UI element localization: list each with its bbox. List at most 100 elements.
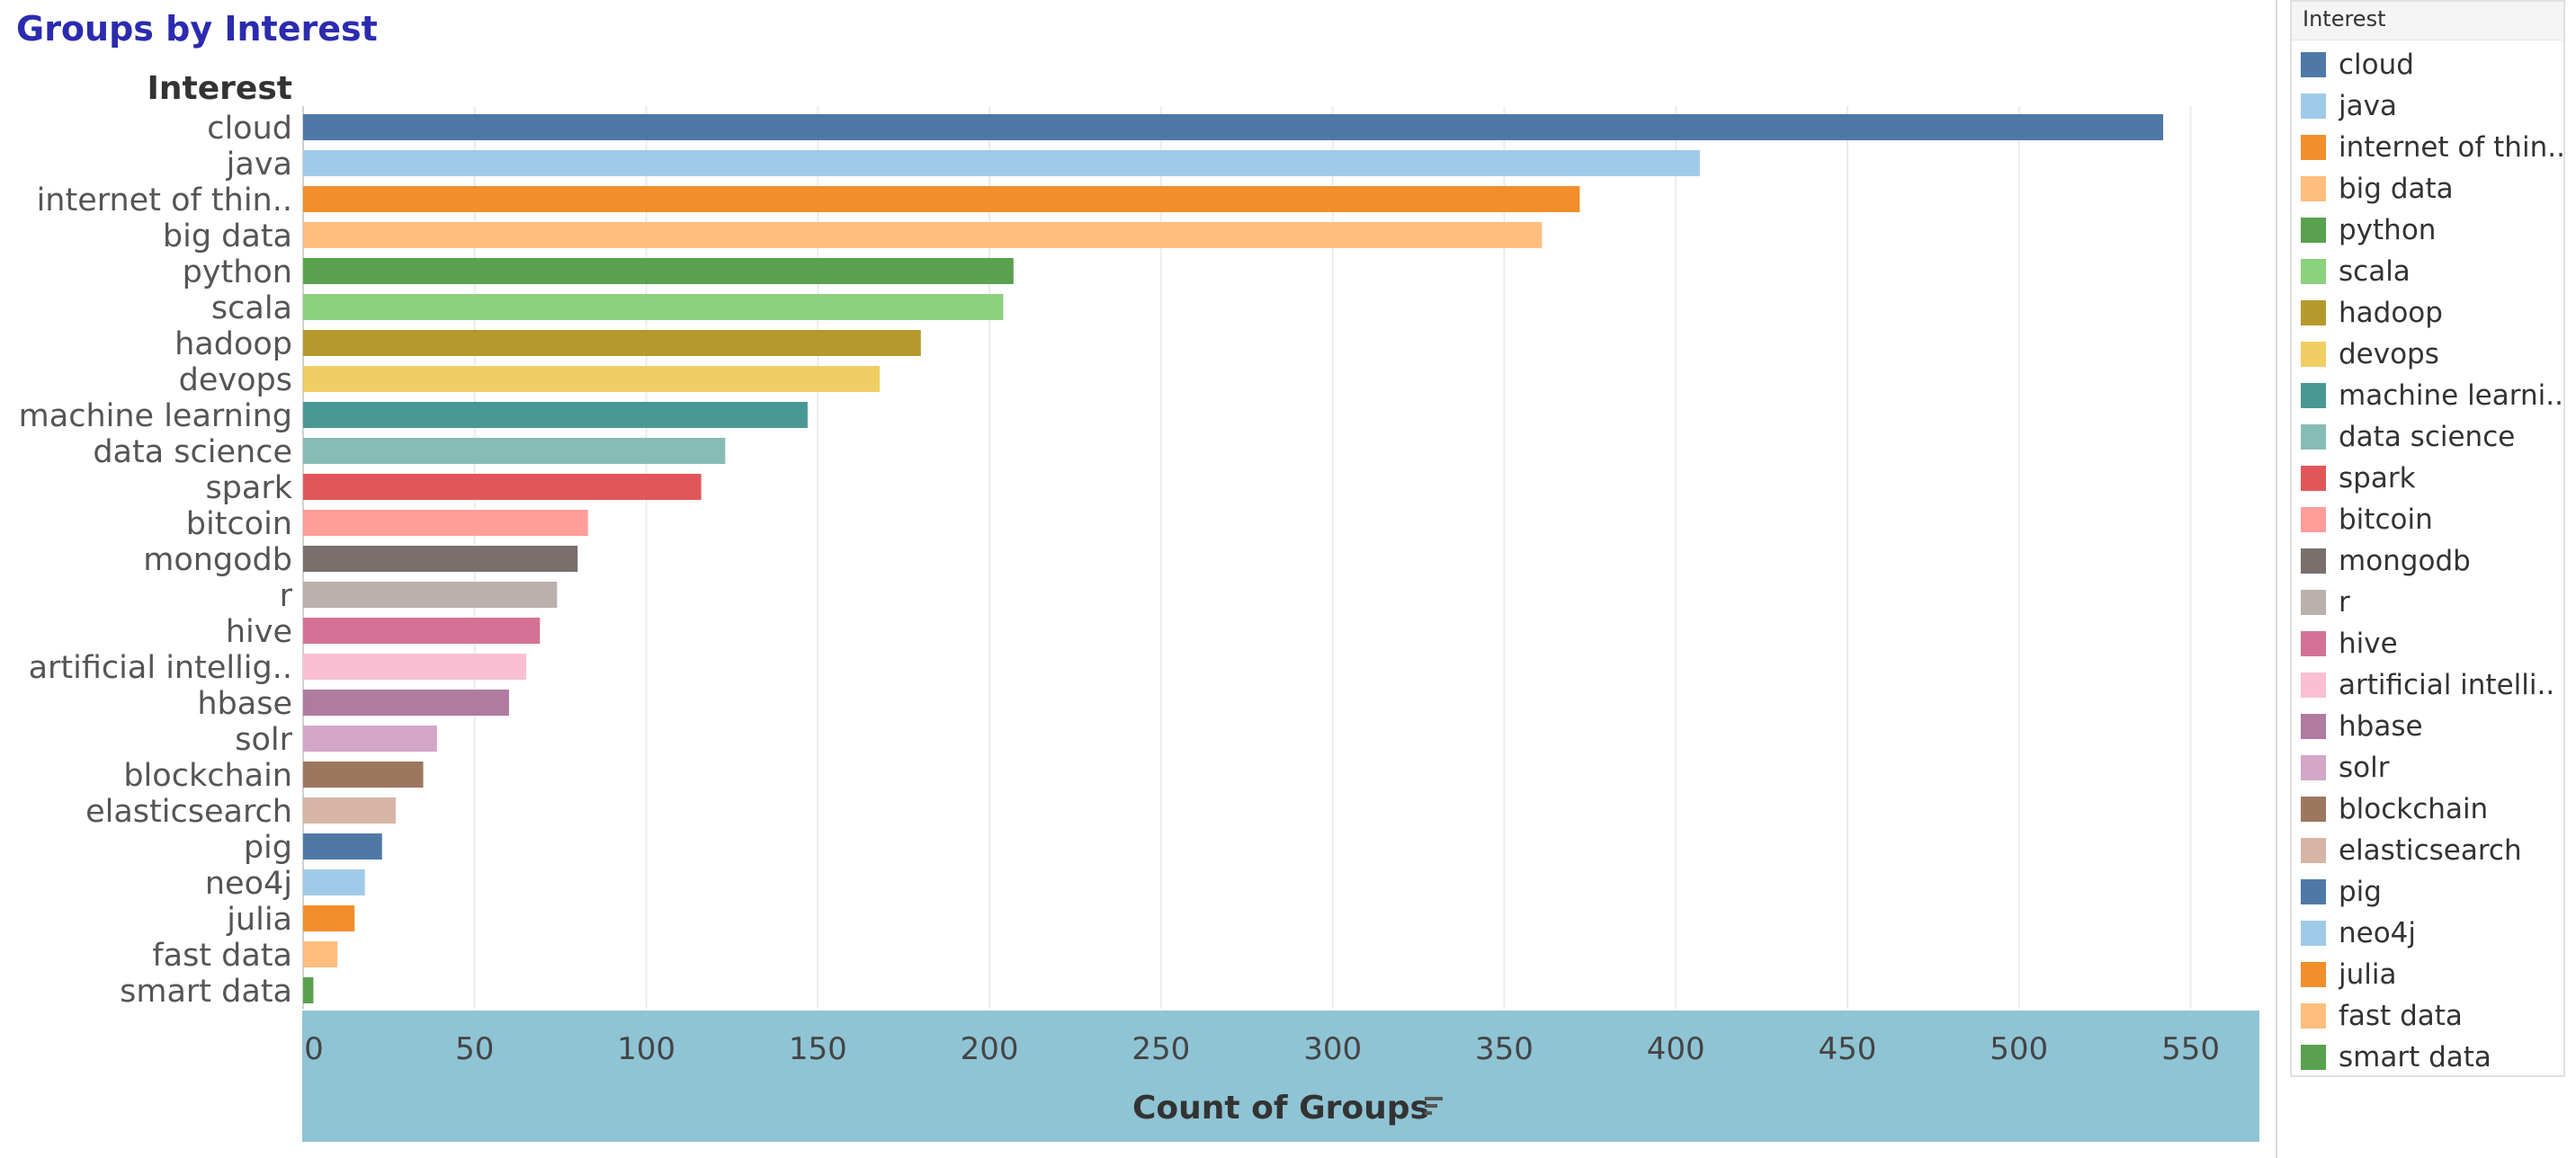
bar[interactable] [303, 869, 365, 895]
bar[interactable] [303, 546, 578, 572]
legend-label: bitcoin [2339, 503, 2433, 536]
legend-label: neo4j [2339, 917, 2417, 949]
bar[interactable] [303, 402, 808, 428]
legend-label: data science [2339, 421, 2516, 453]
bars [303, 114, 2163, 1003]
bar[interactable] [303, 258, 1014, 284]
legend-item[interactable]: big data [2301, 169, 2563, 209]
bar[interactable] [303, 330, 921, 356]
legend-swatch [2301, 259, 2326, 284]
bar[interactable] [303, 186, 1580, 212]
legend-swatch [2301, 176, 2326, 201]
legend-divider [2276, 0, 2277, 1158]
legend-label: artificial intelli.. [2339, 669, 2555, 701]
legend-item[interactable]: blockchain [2301, 789, 2563, 829]
x-tick-label: 550 [2161, 1031, 2220, 1067]
legend-item[interactable]: devops [2301, 334, 2563, 374]
bar[interactable] [303, 438, 726, 464]
legend-label: hbase [2339, 710, 2423, 743]
legend-item[interactable]: fast data [2301, 996, 2563, 1036]
legend-swatch [2301, 631, 2326, 656]
y-tick-label: big data [163, 218, 292, 254]
bar[interactable] [303, 690, 509, 716]
legend-item[interactable]: internet of thin.. [2301, 128, 2563, 167]
legend-item[interactable]: data science [2301, 417, 2563, 457]
bar[interactable] [303, 977, 314, 1003]
bar[interactable] [303, 833, 382, 860]
legend-label: blockchain [2339, 793, 2489, 825]
legend-item[interactable]: java [2301, 86, 2563, 126]
legend-item[interactable]: cloud [2301, 45, 2563, 85]
legend-item[interactable]: scala [2301, 252, 2563, 291]
legend-label: fast data [2339, 1000, 2463, 1032]
legend-item[interactable]: machine learni.. [2301, 376, 2563, 415]
legend-item[interactable]: bitcoin [2301, 500, 2563, 539]
legend-item[interactable]: mongodb [2301, 541, 2563, 581]
legend: Interest cloud java internet of thin.. big … [2290, 0, 2565, 1077]
legend-label: internet of thin.. [2339, 131, 2563, 164]
bar[interactable] [303, 366, 881, 392]
bar[interactable] [303, 222, 1543, 248]
legend-item[interactable]: hadoop [2301, 293, 2563, 333]
x-tick-label: 350 [1475, 1031, 1534, 1067]
bar[interactable] [303, 150, 1700, 176]
y-tick-label: mongodb [143, 542, 292, 578]
y-tick-label: hive [226, 614, 292, 650]
y-tick-label: hbase [197, 686, 292, 722]
legend-swatch [2301, 52, 2326, 77]
legend-title: Interest [2292, 2, 2563, 40]
bar[interactable] [303, 654, 527, 680]
x-axis-band[interactable] [302, 1011, 2259, 1142]
bar[interactable] [303, 905, 355, 931]
bar[interactable] [303, 294, 1004, 320]
legend-item[interactable]: pig [2301, 872, 2563, 912]
sort-icon[interactable] [1425, 1097, 1443, 1115]
legend-label: machine learni.. [2339, 379, 2563, 412]
bar[interactable] [303, 618, 541, 644]
y-tick-label: blockchain [123, 758, 292, 794]
legend-item[interactable]: r [2301, 583, 2563, 622]
y-tick-label: data science [93, 434, 292, 470]
legend-item[interactable]: elasticsearch [2301, 831, 2563, 870]
legend-swatch [2301, 218, 2326, 243]
legend-item[interactable]: solr [2301, 748, 2563, 788]
legend-item[interactable]: julia [2301, 955, 2563, 994]
legend-label: julia [2339, 958, 2397, 991]
chart-title: Groups by Interest [16, 9, 378, 49]
legend-item[interactable]: python [2301, 210, 2563, 250]
legend-item[interactable]: spark [2301, 459, 2563, 498]
bar[interactable] [303, 726, 437, 752]
legend-item[interactable]: neo4j [2301, 913, 2563, 953]
legend-label: spark [2339, 462, 2416, 494]
y-tick-label: java [226, 147, 292, 183]
legend-swatch [2301, 797, 2326, 822]
x-tick-label: 150 [789, 1031, 847, 1067]
y-tick-label: elasticsearch [85, 794, 292, 830]
legend-swatch [2301, 590, 2326, 615]
legend-label: devops [2339, 338, 2439, 370]
y-tick-label: neo4j [205, 866, 292, 902]
legend-swatch [2301, 838, 2326, 863]
bar[interactable] [303, 474, 702, 500]
bar[interactable] [303, 797, 397, 824]
legend-item[interactable]: hbase [2301, 707, 2563, 746]
legend-item[interactable]: artificial intelli.. [2301, 665, 2563, 705]
legend-label: smart data [2339, 1041, 2491, 1073]
legend-item[interactable]: hive [2301, 624, 2563, 664]
bar[interactable] [303, 762, 424, 788]
bar[interactable] [303, 582, 558, 608]
legend-swatch [2301, 962, 2326, 987]
bar[interactable] [303, 114, 2163, 140]
y-tick-label: pig [244, 830, 292, 866]
legend-item[interactable]: smart data [2301, 1038, 2563, 1077]
bar[interactable] [303, 941, 338, 967]
y-tick-label: solr [235, 722, 292, 758]
legend-label: python [2339, 214, 2437, 246]
y-tick-label: julia [226, 902, 292, 938]
legend-swatch [2301, 507, 2326, 532]
legend-swatch [2301, 755, 2326, 780]
y-tick-label: artificial intellig.. [29, 650, 292, 686]
bar[interactable] [303, 510, 588, 536]
y-tick-label: cloud [207, 111, 292, 147]
